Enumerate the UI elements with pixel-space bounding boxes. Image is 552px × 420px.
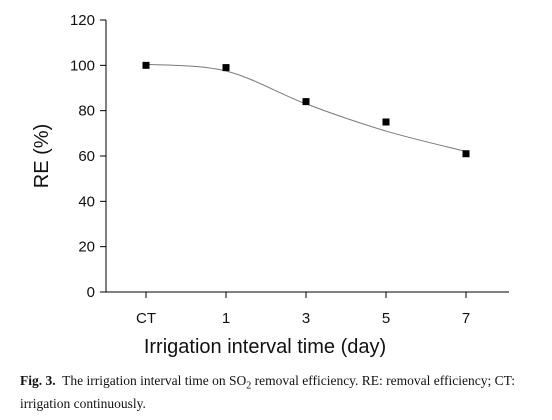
y-tick-label: 120: [70, 12, 95, 29]
x-tick-label: 7: [462, 310, 470, 327]
data-point: [462, 150, 470, 158]
y-tick-label: 60: [78, 148, 95, 165]
data-point: [222, 64, 230, 72]
x-axis: CT 1 3 5 7: [106, 291, 509, 327]
y-ticks: 0 20 40 60 80 100 120: [70, 12, 106, 301]
x-tick-label: CT: [136, 310, 156, 327]
x-ticks: CT 1 3 5 7: [136, 292, 470, 327]
y-tick-label: 80: [78, 103, 95, 120]
x-tick-label: 1: [222, 310, 230, 327]
caption-subscript: 2: [246, 380, 252, 392]
chart: 0 20 40 60 80 100 120 CT 1 3 5 7 Irrigation interv…: [31, 12, 509, 358]
data-point: [302, 98, 310, 106]
caption-text-after: removal efficiency. RE: removal efficien…: [20, 373, 515, 411]
caption-label: Fig. 3.: [20, 373, 56, 388]
x-tick-label: 5: [382, 310, 390, 327]
data-point: [382, 118, 390, 126]
data-point: [142, 61, 150, 69]
y-tick-label: 40: [78, 193, 95, 210]
y-axis: 0 20 40 60 80 100 120: [70, 12, 107, 301]
y-tick-label: 100: [70, 57, 95, 74]
figure-caption: Fig. 3. The irrigation interval time on …: [20, 372, 540, 412]
data-points: [142, 61, 470, 158]
trend-line: [145, 63, 467, 152]
caption-text-before: The irrigation interval time on SO: [62, 373, 247, 388]
x-axis-title: Irrigation interval time (day): [144, 336, 386, 358]
x-tick-label: 3: [302, 310, 310, 327]
y-tick-label: 20: [78, 239, 95, 256]
y-axis-title: RE (%): [31, 124, 53, 188]
y-tick-label: 0: [87, 284, 95, 301]
